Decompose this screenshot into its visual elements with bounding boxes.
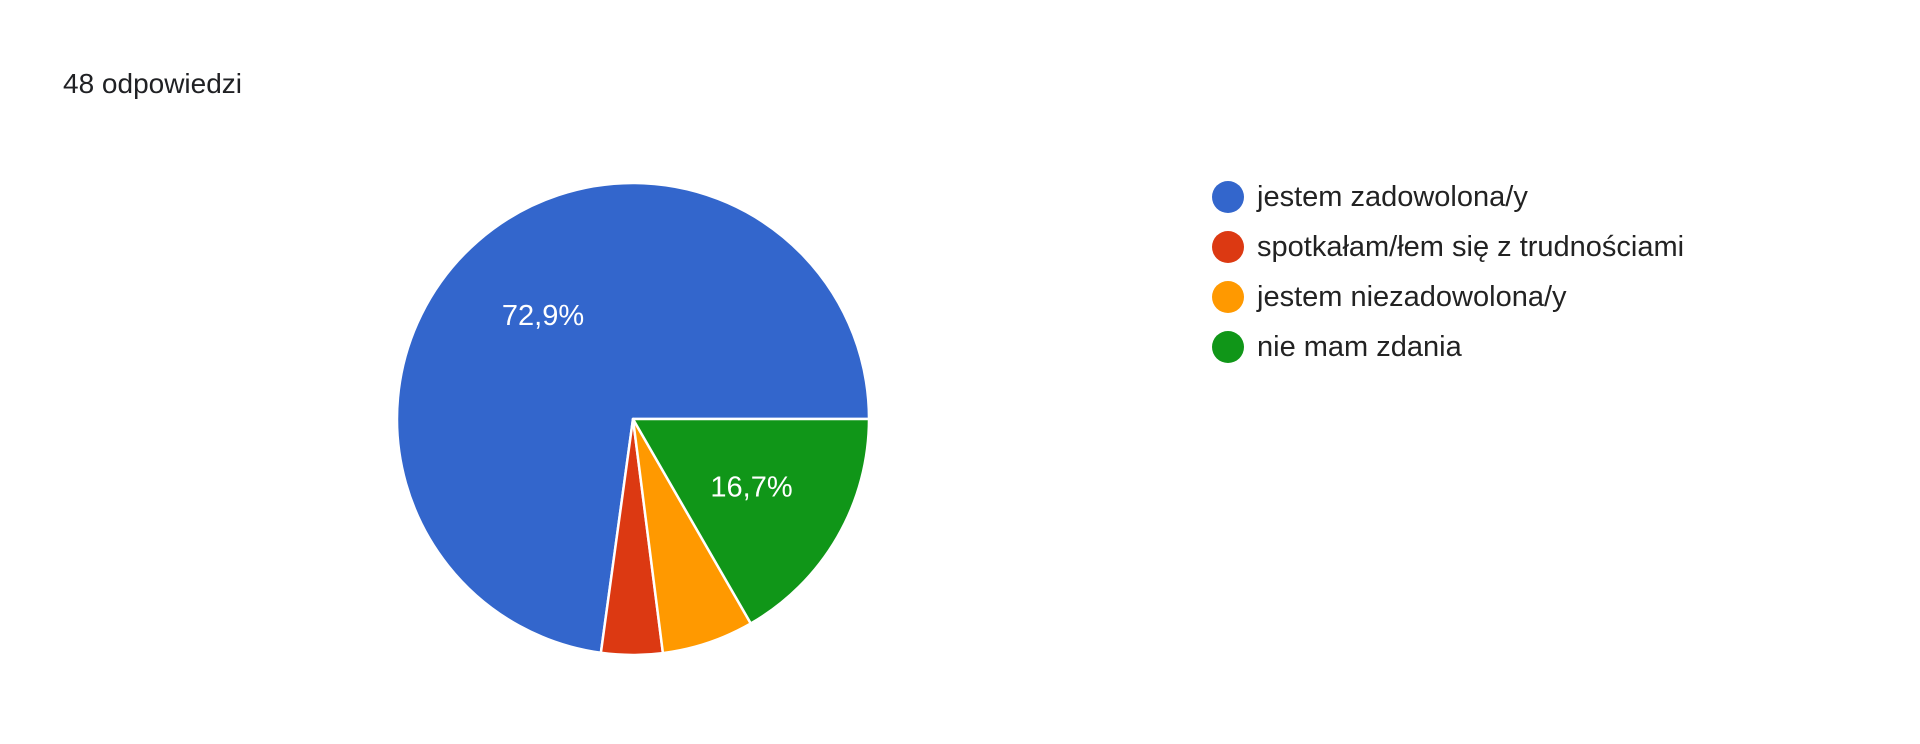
legend-label: jestem zadowolona/y (1257, 180, 1528, 213)
legend-swatch-icon (1212, 281, 1244, 313)
slice-label-4: 16,7% (710, 472, 792, 504)
pie-slice-4[interactable] (631, 417, 871, 625)
legend-label: jestem niezadowolona/y (1257, 280, 1567, 313)
legend-item[interactable]: jestem zadowolona/y (1212, 172, 1684, 222)
legend-swatch-icon (1212, 331, 1244, 363)
response-count: 48 odpowiedzi (63, 68, 243, 99)
legend-item[interactable]: nie mam zdania (1212, 322, 1684, 372)
slice-label-1: 72,9% (502, 300, 584, 332)
legend-item[interactable]: jestem niezadowolona/y (1212, 272, 1684, 322)
legend-swatch-icon (1212, 181, 1244, 213)
legend-label: nie mam zdania (1257, 330, 1462, 363)
chart-legend: jestem zadowolona/y spotkałam/łem się z t… (1212, 172, 1684, 372)
legend-label: spotkałam/łem się z trudnościami (1257, 230, 1685, 263)
legend-item[interactable]: spotkałam/łem się z trudnościami (1212, 222, 1684, 272)
legend-swatch-icon (1212, 231, 1244, 263)
